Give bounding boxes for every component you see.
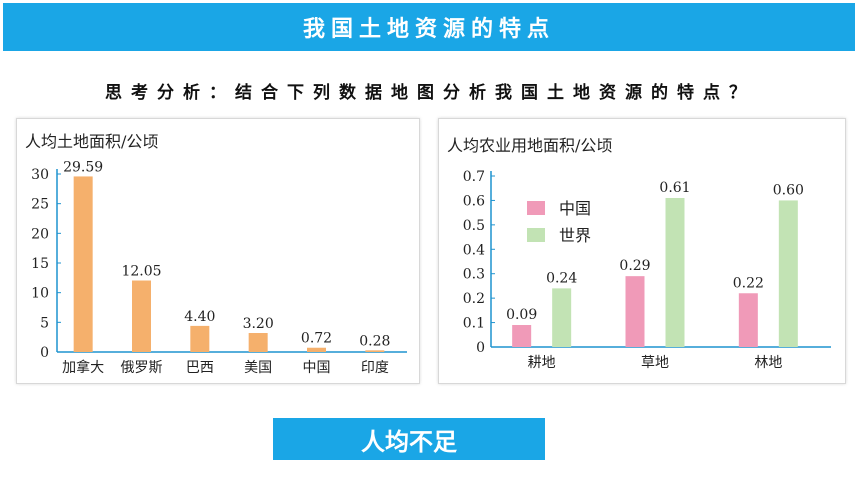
- data-label: 0.61: [659, 180, 690, 196]
- legend-label: 世界: [559, 226, 591, 245]
- x-tick-label: 俄罗斯: [121, 360, 163, 376]
- bar-china: [625, 276, 645, 347]
- question-text: 思考分析：结合下列数据地图分析我国土地资源的特点？: [105, 83, 755, 103]
- conclusion-badge: 人均不足: [273, 418, 545, 460]
- chart-agri-land: 人均农业用地面积/公顷 0 0.1 0.2 0.3 0.4 0.5 0.6 0.7 0.09 0.2…: [447, 136, 831, 371]
- data-label: 0.24: [546, 270, 577, 286]
- bar-world: [665, 197, 685, 347]
- y-tick-label: 0.2: [463, 291, 485, 307]
- bar-china: [738, 293, 758, 347]
- y-tick-label: 15: [31, 256, 49, 272]
- header-banner: 我国土地资源的特点: [0, 0, 860, 54]
- bar: [190, 325, 210, 352]
- legend-swatch: [527, 228, 545, 242]
- y-tick-label: 0: [40, 345, 49, 361]
- bar-world: [778, 200, 798, 347]
- bar: [365, 350, 385, 352]
- y-tick-label: 25: [31, 197, 49, 213]
- x-tick-label: 中国: [303, 360, 331, 376]
- y-tick-label: 0.7: [463, 169, 485, 185]
- y-tick-label: 20: [31, 226, 49, 242]
- data-label: 3.20: [243, 316, 274, 332]
- bar: [73, 176, 93, 352]
- y-tick-label: 0.4: [463, 242, 485, 258]
- y-tick-label: 10: [31, 286, 49, 302]
- y-tick-label: 0.1: [463, 316, 485, 332]
- data-label: 12.05: [121, 264, 161, 280]
- bar-world: [552, 288, 572, 347]
- y-tick-label: 0.5: [463, 218, 485, 234]
- bar: [248, 333, 268, 352]
- y-tick-label: 0: [476, 340, 485, 356]
- data-label: 0.72: [301, 331, 332, 347]
- chart-title: 人均农业用地面积/公顷: [447, 136, 612, 155]
- bar-china: [512, 325, 532, 347]
- x-tick-label: 巴西: [186, 360, 214, 376]
- x-tick-label: 草地: [641, 355, 669, 371]
- x-tick-label: 林地: [754, 355, 782, 371]
- y-tick-label: 0.6: [463, 193, 485, 209]
- y-tick-label: 30: [31, 167, 49, 183]
- data-label: 0.09: [506, 307, 537, 323]
- data-label: 4.40: [184, 309, 215, 325]
- x-tick-label: 印度: [361, 360, 389, 376]
- data-label: 0.22: [733, 275, 764, 291]
- chart-land-per-capita: 人均土地面积/公顷 0 5 10 15 20 25 30 29.59 加拿大 12.05 俄罗斯 4.4…: [25, 132, 407, 376]
- chart-title: 人均土地面积/公顷: [25, 132, 158, 151]
- data-label: 0.60: [773, 182, 804, 198]
- legend-label: 中国: [559, 199, 591, 218]
- data-label: 0.29: [619, 258, 650, 274]
- y-tick-label: 5: [40, 315, 49, 331]
- x-tick-label: 美国: [244, 360, 272, 376]
- x-tick-label: 加拿大: [62, 359, 104, 376]
- y-tick-label: 0.3: [463, 267, 485, 283]
- x-tick-label: 耕地: [528, 354, 556, 371]
- data-label: 0.28: [359, 333, 390, 349]
- page-title: 我国土地资源的特点: [3, 3, 855, 51]
- chart-panel-land-per-capita: 人均土地面积/公顷 0 5 10 15 20 25 30 29.59 加拿大 12.05 俄罗斯 4.4…: [16, 118, 420, 384]
- chart-panel-agri-land: 人均农业用地面积/公顷 0 0.1 0.2 0.3 0.4 0.5 0.6 0.7 0.09 0.2…: [438, 118, 846, 384]
- legend-swatch: [527, 201, 545, 215]
- data-label: 29.59: [63, 159, 103, 175]
- bar: [307, 347, 326, 352]
- bar: [132, 280, 151, 352]
